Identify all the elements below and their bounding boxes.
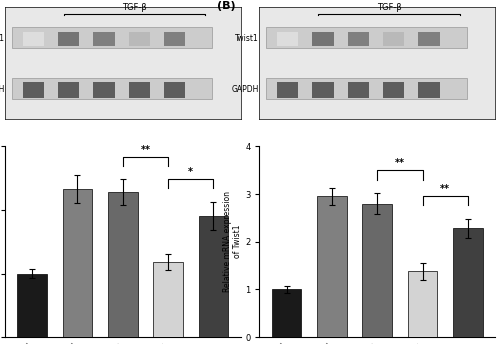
Bar [128, 32, 150, 46]
Bar [154, 262, 183, 337]
Bar [63, 189, 92, 337]
Bar [348, 82, 369, 98]
Text: **: ** [395, 158, 405, 168]
Text: *: * [188, 167, 193, 177]
Bar [418, 32, 440, 46]
Bar [266, 78, 466, 99]
Text: (B): (B) [217, 1, 236, 11]
Text: **: ** [440, 184, 450, 194]
Text: TGF-β: TGF-β [122, 3, 147, 12]
Bar [164, 32, 185, 46]
Bar [108, 192, 138, 337]
Bar [272, 289, 302, 337]
Bar [277, 32, 298, 46]
Bar [94, 82, 114, 98]
Bar [198, 216, 228, 337]
Bar [312, 82, 334, 98]
Bar [362, 204, 392, 337]
Text: GAPDH: GAPDH [232, 85, 259, 94]
Bar [128, 82, 150, 98]
Text: **: ** [140, 144, 150, 154]
Bar [266, 27, 466, 48]
Bar [58, 32, 79, 46]
Bar [312, 32, 334, 46]
Bar [383, 82, 404, 98]
Bar [18, 273, 47, 337]
Bar [277, 82, 298, 98]
Text: GAPDH: GAPDH [0, 85, 4, 94]
Text: Twist1: Twist1 [235, 34, 259, 43]
Bar [348, 32, 369, 46]
Bar [408, 271, 437, 337]
Bar [317, 196, 346, 337]
Bar [383, 32, 404, 46]
Bar [94, 32, 114, 46]
Bar [164, 82, 185, 98]
Bar [12, 27, 212, 48]
Bar [418, 82, 440, 98]
Text: AKT1: AKT1 [0, 34, 4, 43]
Bar [453, 228, 482, 337]
Bar [22, 32, 44, 46]
Text: TGF-β: TGF-β [376, 3, 402, 12]
Bar [58, 82, 79, 98]
Y-axis label: Relative mRNA expression
of Twist1: Relative mRNA expression of Twist1 [223, 191, 242, 292]
Bar [22, 82, 44, 98]
Bar [12, 78, 212, 99]
